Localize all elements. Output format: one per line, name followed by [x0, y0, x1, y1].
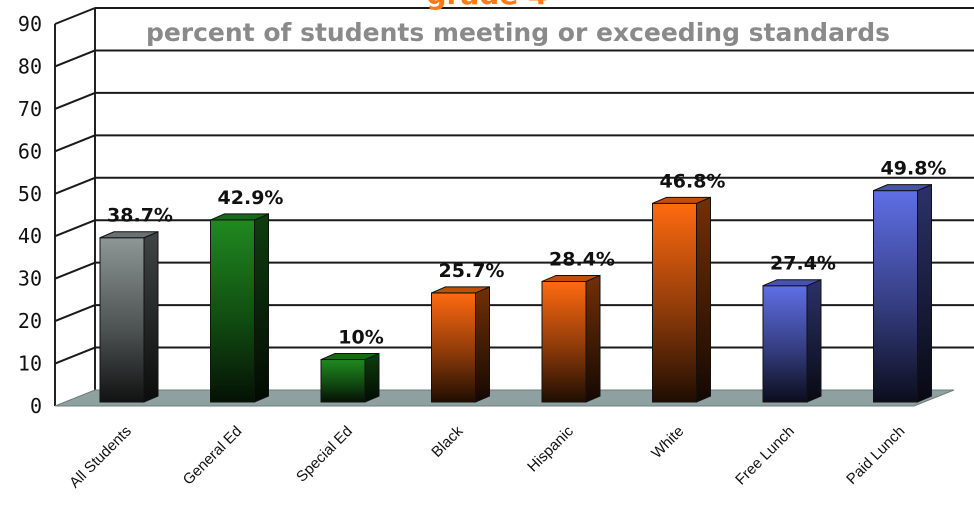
bar-side — [806, 278, 822, 403]
bar-front — [762, 285, 808, 403]
data-label: 38.7% — [107, 205, 173, 227]
gridline-depth — [54, 261, 96, 280]
bar-free-lunch — [762, 278, 822, 403]
bar-top — [320, 353, 380, 361]
data-label: 27.4% — [770, 253, 836, 275]
y-tick-label: 90 — [18, 12, 42, 36]
bar-side — [917, 183, 932, 403]
gridline-depth — [54, 91, 96, 110]
x-tick-label: Hispanic — [524, 422, 577, 475]
bar-front — [99, 237, 145, 403]
y-tick-label: 10 — [18, 352, 42, 376]
bar-top — [652, 196, 711, 204]
data-label: 25.7% — [439, 260, 505, 282]
bar-front — [431, 292, 476, 403]
chart-subtitle: percent of students meeting or exceeding… — [146, 18, 890, 47]
bar-side — [364, 352, 380, 403]
bar-side — [254, 213, 269, 403]
bar-paid-lunch — [873, 183, 932, 403]
x-axis-ticks: All Students General Ed Special Ed Black His… — [66, 422, 908, 491]
bar-side — [696, 196, 711, 403]
bar-front — [320, 359, 366, 403]
bar-top — [762, 279, 822, 287]
grid-layer — [54, 7, 974, 406]
y-tick-label: 0 — [30, 394, 42, 418]
x-tick-label: General Ed — [180, 423, 246, 489]
x-tick-label: Special Ed — [293, 423, 356, 486]
y-tick-label: 70 — [18, 97, 42, 121]
x-tick-label: Black — [428, 422, 466, 460]
gridline-depth — [54, 304, 96, 323]
y-tick-label: 30 — [18, 267, 42, 291]
bar-hispanic — [541, 274, 601, 403]
bar-front — [873, 190, 918, 403]
bar-all-students — [99, 230, 159, 403]
bar-top — [541, 274, 601, 282]
x-tick-label: All Students — [66, 423, 135, 492]
bar-front — [210, 219, 255, 403]
bar-general-ed — [210, 213, 269, 403]
y-tick-label: 80 — [18, 54, 42, 78]
bar-special-ed — [320, 352, 380, 403]
bar-side — [585, 274, 601, 403]
data-label: 49.8% — [881, 158, 947, 180]
bars — [99, 183, 932, 403]
data-label: 46.8% — [660, 170, 726, 192]
bar-front — [541, 280, 587, 403]
bar-top — [431, 286, 490, 294]
data-label: 10% — [338, 327, 383, 349]
gridline-depth — [54, 49, 96, 68]
y-tick-label: 40 — [18, 224, 42, 248]
gridline-depth — [54, 176, 96, 195]
chart-title: grade 4 — [426, 0, 547, 11]
y-tick-label: 60 — [18, 139, 42, 163]
gridline-depth — [54, 219, 96, 238]
gridline-depth — [54, 7, 96, 25]
bar-top — [210, 213, 269, 221]
data-labels: 38.7% 42.9% 10% 25.7% 28.4% 46.8% 27.4% 49.8% — [107, 158, 946, 349]
bar-side — [143, 230, 159, 403]
bar-black — [431, 286, 490, 403]
x-tick-label: Paid Lunch — [843, 423, 908, 488]
y-tick-label: 50 — [18, 182, 42, 206]
y-axis-ticks: 0 10 20 30 40 50 60 70 80 90 — [18, 12, 42, 418]
gridline-depth — [54, 346, 96, 365]
bar-top — [873, 184, 932, 192]
bar-side — [475, 286, 490, 403]
gridline-depth — [54, 134, 96, 153]
x-tick-label: White — [648, 423, 687, 462]
data-label: 28.4% — [549, 248, 615, 270]
x-tick-label: Free Lunch — [732, 423, 798, 489]
bar-top — [99, 231, 159, 239]
bar-white — [652, 196, 711, 403]
data-label: 42.9% — [218, 187, 284, 209]
bar-front — [652, 202, 697, 403]
y-tick-label: 20 — [18, 309, 42, 333]
